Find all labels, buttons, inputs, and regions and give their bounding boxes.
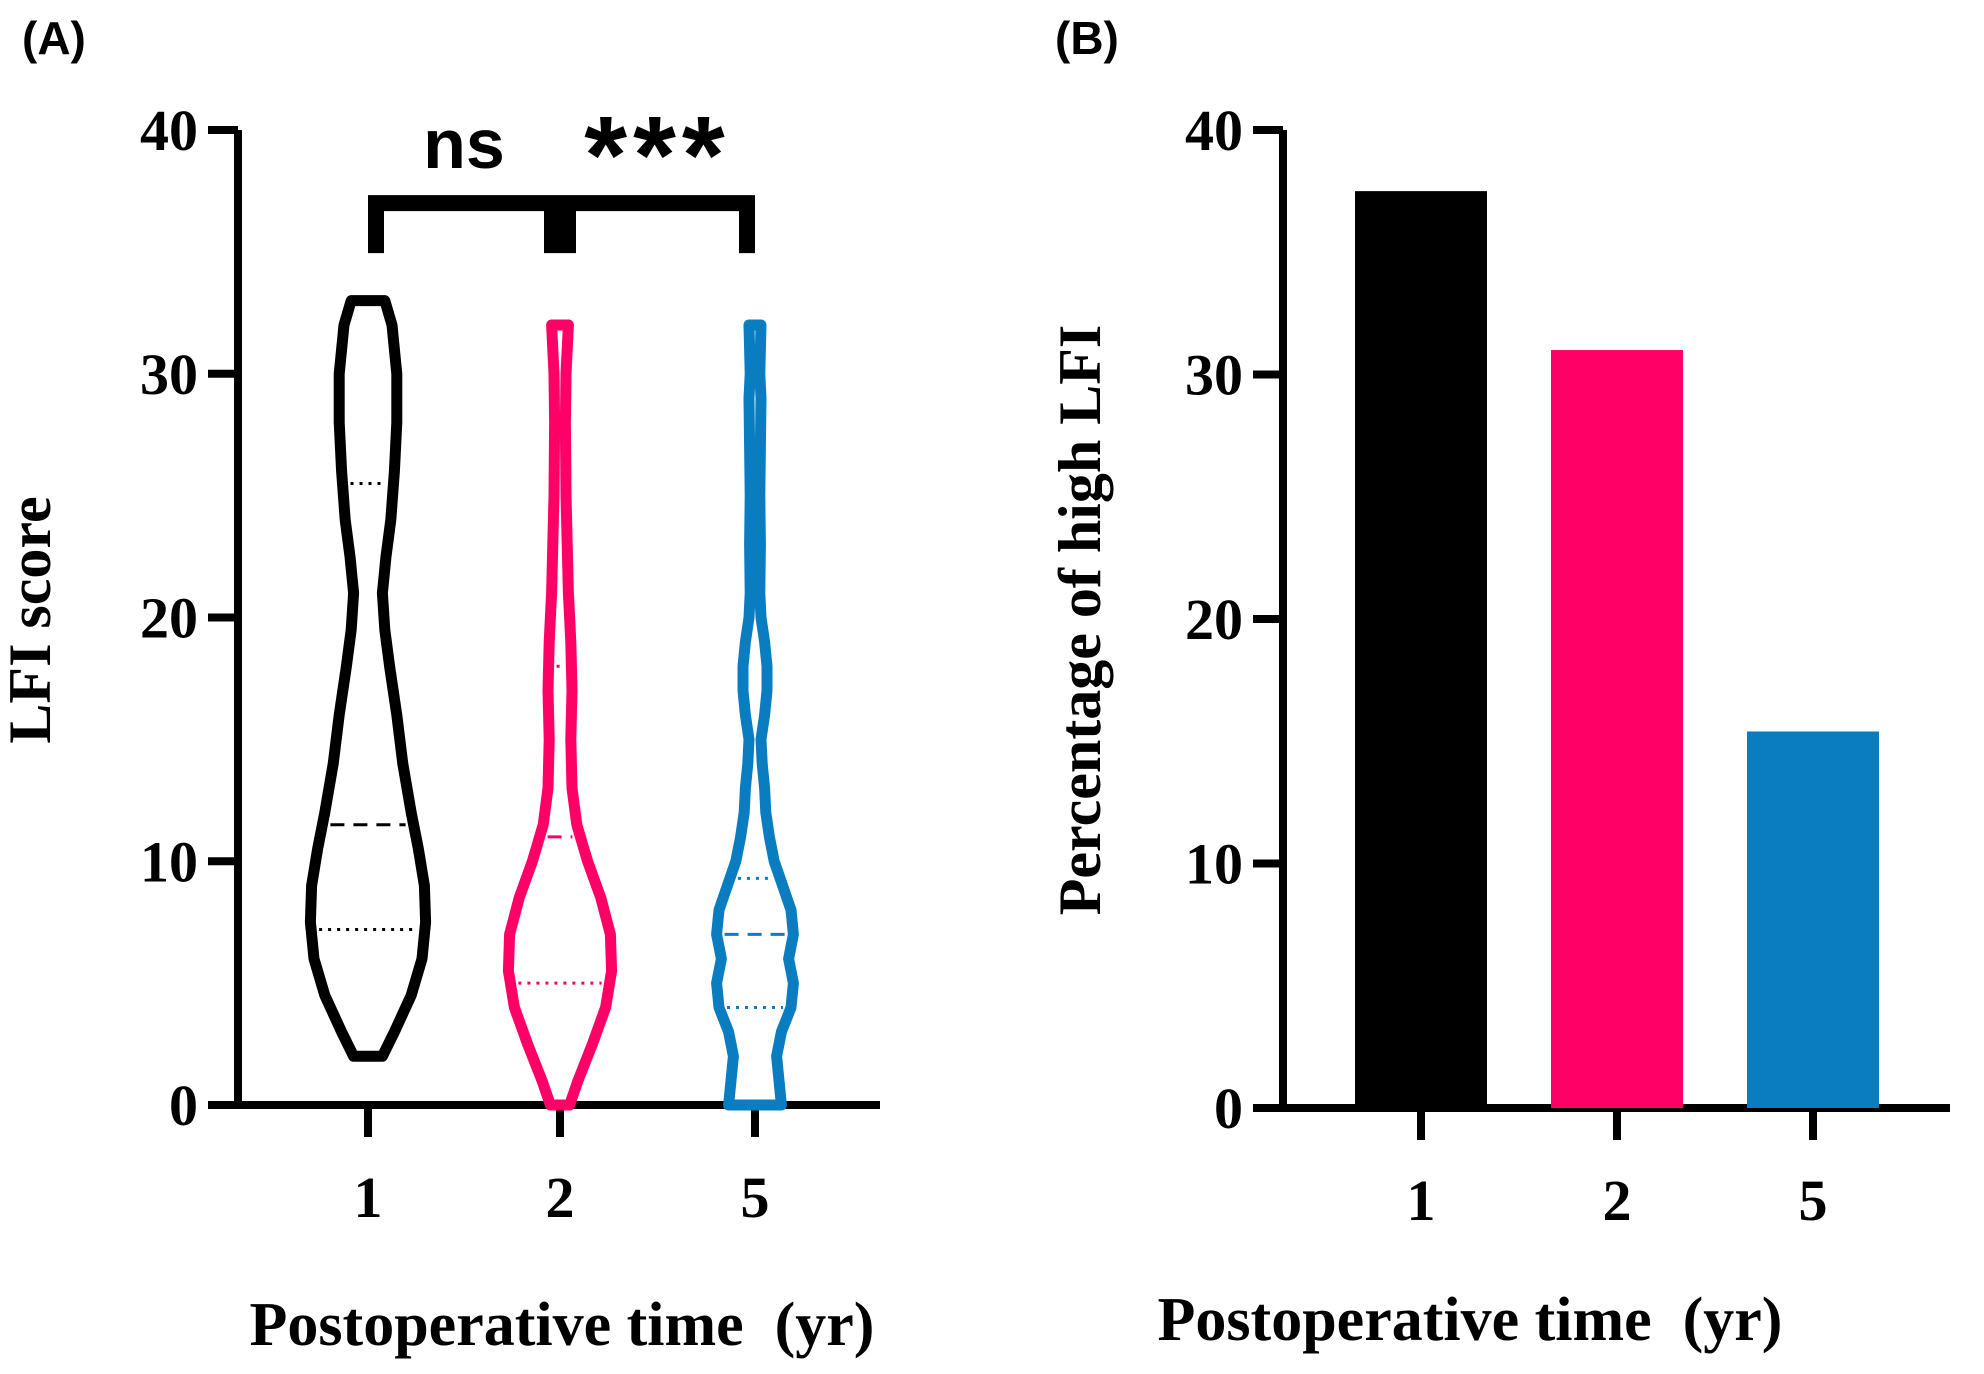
y-tick-label: 30 — [140, 342, 198, 407]
x-tick-label: 5 — [1799, 1168, 1828, 1233]
y-tick-label: 10 — [140, 829, 198, 894]
x-tick-label: 1 — [354, 1165, 383, 1230]
panel-b: (B) Percentage of high LFI Postoperative… — [1047, 12, 1950, 1354]
bar-2 — [1551, 350, 1683, 1108]
panel-b-label: (B) — [1055, 12, 1119, 64]
y-tick-label: 20 — [140, 586, 198, 651]
panel-a-axes: 0 10 20 30 40 1 2 5 — [140, 98, 880, 1230]
panel-a-significance: ns *** — [368, 94, 755, 254]
bar-5 — [1747, 731, 1879, 1108]
x-tick-label: 2 — [546, 1165, 575, 1230]
x-tick-label: 1 — [1407, 1168, 1436, 1233]
significance-bracket — [368, 195, 560, 254]
panel-a-y-axis-title: LFI score — [0, 496, 63, 743]
significance-label: *** — [584, 94, 730, 217]
panel-a-violins — [304, 295, 799, 1111]
y-tick-label: 40 — [1185, 98, 1243, 163]
y-tick-label: 20 — [1185, 587, 1243, 652]
y-tick-label: 0 — [169, 1073, 198, 1138]
significance-label: ns — [423, 105, 505, 183]
panel-a: (A) LFI score Postoperative time (yr) 0 1… — [0, 12, 880, 1359]
violin-1 — [304, 295, 432, 1062]
violin-5 — [711, 319, 799, 1111]
y-tick-label: 10 — [1185, 832, 1243, 897]
x-tick-label: 2 — [1603, 1168, 1632, 1233]
y-tick-label: 30 — [1185, 343, 1243, 408]
panel-a-x-axis-title: Postoperative time (yr) — [250, 1291, 875, 1359]
panel-a-label: (A) — [22, 12, 86, 64]
panel-b-bars — [1355, 191, 1879, 1108]
y-tick-label: 0 — [1214, 1076, 1243, 1141]
panel-b-y-axis-title: Percentage of high LFI — [1047, 325, 1113, 915]
panel-b-x-axis-title: Postoperative time (yr) — [1158, 1286, 1783, 1354]
significance-bracket — [560, 195, 755, 254]
y-tick-label: 40 — [140, 98, 198, 163]
violin-2 — [502, 319, 618, 1111]
x-tick-label: 5 — [741, 1165, 770, 1230]
bar-1 — [1355, 191, 1487, 1108]
